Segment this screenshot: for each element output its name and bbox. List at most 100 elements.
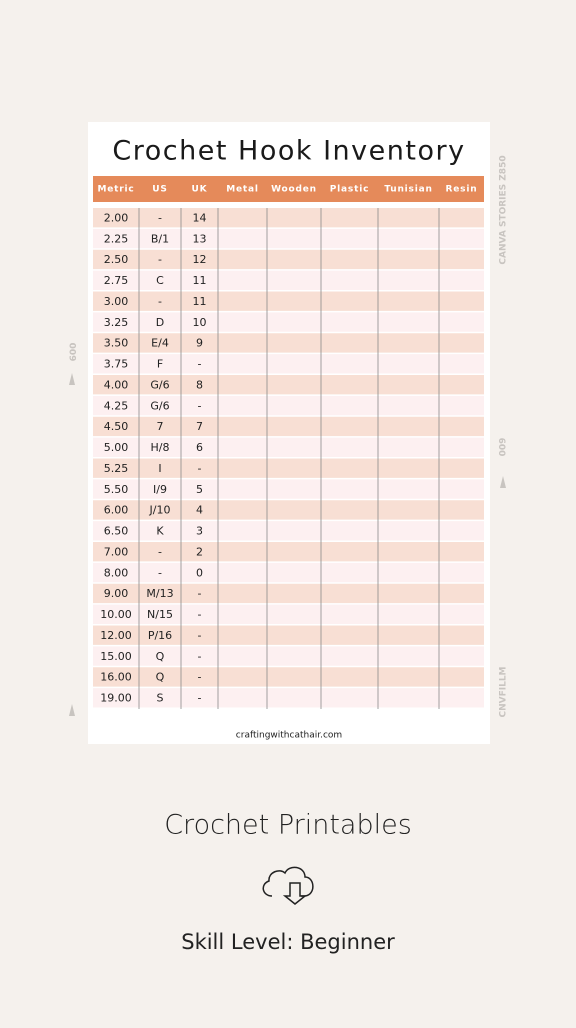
table-cell: - bbox=[198, 629, 202, 642]
table-row bbox=[93, 521, 484, 541]
table-cell: M/13 bbox=[146, 587, 173, 600]
table-row bbox=[93, 249, 484, 270]
table-row bbox=[93, 583, 484, 604]
table-cell: 3.50 bbox=[104, 337, 129, 350]
table-cell: 3 bbox=[196, 525, 203, 538]
table-cell: G/6 bbox=[150, 399, 169, 412]
table-cell: 2.00 bbox=[104, 211, 129, 224]
table-cell: - bbox=[198, 462, 202, 475]
table-row bbox=[93, 688, 484, 708]
table-cell: 2 bbox=[196, 545, 203, 558]
column-header: Resin bbox=[446, 185, 478, 195]
table-cell: I/9 bbox=[153, 483, 167, 496]
header-bar bbox=[93, 176, 484, 202]
table-cell: 12.00 bbox=[100, 629, 132, 642]
table-cell: 8 bbox=[196, 378, 203, 391]
table-cell: 8.00 bbox=[104, 566, 129, 579]
table-cell: - bbox=[158, 545, 162, 558]
table-row bbox=[93, 458, 484, 478]
table-cell: - bbox=[158, 566, 162, 579]
film-text: 009 bbox=[499, 438, 509, 457]
table-cell: J/10 bbox=[149, 504, 171, 517]
column-header: Wooden bbox=[271, 185, 317, 195]
card-footer: craftingwithcathair.com bbox=[236, 731, 342, 741]
column-header: US bbox=[152, 185, 167, 195]
table-cell: 7.00 bbox=[104, 545, 129, 558]
table-cell: 4 bbox=[196, 504, 203, 517]
table-row bbox=[93, 333, 484, 353]
table-cell: G/6 bbox=[150, 378, 169, 391]
table-cell: 15.00 bbox=[100, 650, 132, 663]
table-row bbox=[93, 354, 484, 374]
table-cell: 6 bbox=[196, 441, 203, 454]
table-cell: Q bbox=[156, 671, 165, 684]
table-row bbox=[93, 270, 484, 290]
table-cell: Q bbox=[156, 650, 165, 663]
table-cell: 6.00 bbox=[104, 504, 129, 517]
table-row bbox=[93, 375, 484, 395]
table-cell: 5.50 bbox=[104, 483, 129, 496]
table-cell: 5.25 bbox=[104, 462, 129, 475]
table-cell: 16.00 bbox=[100, 671, 132, 684]
table-cell: - bbox=[198, 671, 202, 684]
table-cell: 3.00 bbox=[104, 295, 129, 308]
table-cell: 2.50 bbox=[104, 253, 129, 266]
table-cell: 13 bbox=[193, 232, 207, 245]
table-cell: B/1 bbox=[151, 232, 169, 245]
table-cell: 11 bbox=[193, 274, 207, 287]
table-cell: - bbox=[198, 399, 202, 412]
table-row bbox=[93, 228, 484, 249]
table-cell: - bbox=[198, 608, 202, 621]
table-cell: 2.75 bbox=[104, 274, 129, 287]
column-header: Metal bbox=[226, 185, 259, 195]
table-row bbox=[93, 416, 484, 437]
table-cell: 9 bbox=[196, 337, 203, 350]
table-cell: - bbox=[198, 650, 202, 663]
table-cell: D bbox=[156, 316, 164, 329]
table-row bbox=[93, 479, 484, 499]
table-cell: N/15 bbox=[147, 608, 173, 621]
table-cell: 19.00 bbox=[100, 692, 132, 705]
table-cell: 4.50 bbox=[104, 420, 129, 433]
table-row bbox=[93, 625, 484, 645]
table-cell: E/4 bbox=[151, 337, 169, 350]
table-cell: 11 bbox=[193, 295, 207, 308]
table-cell: 3.75 bbox=[104, 358, 129, 371]
table-cell: - bbox=[198, 692, 202, 705]
table-cell: - bbox=[158, 211, 162, 224]
table-cell: S bbox=[157, 692, 164, 705]
table-cell: - bbox=[198, 358, 202, 371]
table: Metric US UK Metal Wooden Plastic Tunisian Resi… bbox=[93, 185, 484, 709]
table-cell: 2.25 bbox=[104, 232, 129, 245]
card-title: Crochet Hook Inventory bbox=[112, 136, 465, 167]
table-row bbox=[93, 500, 484, 520]
table-cell: P/16 bbox=[148, 629, 172, 642]
table-cell: 14 bbox=[193, 211, 207, 224]
film-text: 009 bbox=[67, 343, 77, 362]
table-row bbox=[93, 437, 484, 457]
table-cell: 6.50 bbox=[104, 525, 129, 538]
table-row bbox=[93, 542, 484, 562]
table-cell: 7 bbox=[157, 420, 164, 433]
table-cell: C bbox=[156, 274, 164, 287]
table-cell: 4.25 bbox=[104, 399, 129, 412]
table-row bbox=[93, 646, 484, 666]
table-cell: 10.00 bbox=[100, 608, 132, 621]
caption-title: Crochet Printables bbox=[164, 810, 412, 841]
table-cell: I bbox=[158, 462, 161, 475]
table-cell: 3.25 bbox=[104, 316, 129, 329]
column-header: Tunisian bbox=[384, 185, 432, 195]
table-cell: 4.00 bbox=[104, 378, 129, 391]
film-arrow bbox=[69, 704, 75, 716]
download-icon bbox=[262, 866, 314, 905]
table-row bbox=[93, 562, 484, 583]
table-row bbox=[93, 395, 484, 416]
table-cell: H/8 bbox=[151, 441, 170, 454]
table-row bbox=[93, 667, 484, 687]
table-cell: F bbox=[157, 358, 163, 371]
caption-skill: Skill Level: Beginner bbox=[181, 930, 395, 954]
table-cell: 7 bbox=[196, 420, 203, 433]
table-cell: - bbox=[158, 253, 162, 266]
table-cell: 10 bbox=[193, 316, 207, 329]
